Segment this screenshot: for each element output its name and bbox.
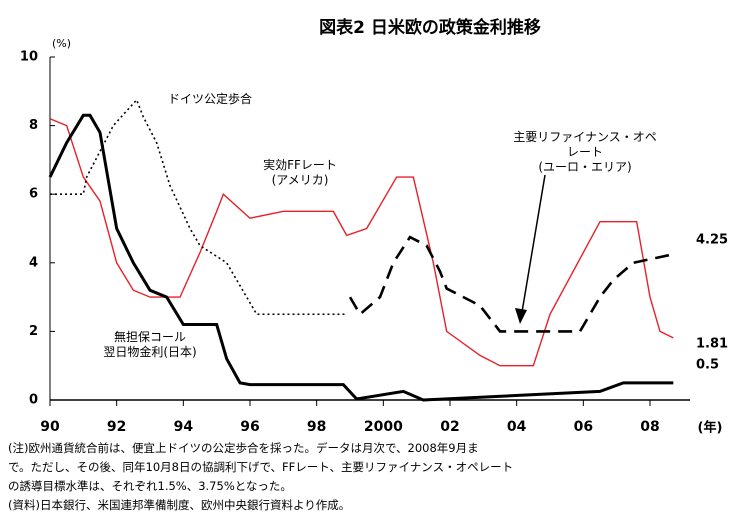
y-tick-label: 2 <box>29 324 38 339</box>
note-line: (資料)日本銀行、米国連邦準備制度、欧州中央銀行資料より作成。 <box>8 498 351 512</box>
arrow-head <box>515 308 527 324</box>
end-value-label: 4.25 <box>696 233 728 248</box>
note-line: (注)欧州通貨統合前は、便宜上ドイツの公定歩合を採った。データは月次で、2008… <box>8 441 479 455</box>
x-tick-label: 94 <box>174 419 194 435</box>
x-tick-label: 2000 <box>364 419 403 435</box>
x-tick-label: 96 <box>240 419 259 435</box>
chart-title: 図表2 日米欧の政策金利推移 <box>319 17 541 38</box>
series-line <box>50 98 347 316</box>
y-tick-label: 0 <box>29 393 38 408</box>
note-line: で。ただし、その後、同年10月8日の協調利下げで、FFレート、主要リファイナンス… <box>8 460 514 474</box>
x-tick-label: 04 <box>507 419 527 435</box>
x-tick-label: 02 <box>440 419 459 435</box>
y-unit: (%) <box>52 37 71 50</box>
y-tick-label: 6 <box>29 187 38 202</box>
y-tick-label: 8 <box>29 118 38 133</box>
note-line: の誘導目標水準は、それぞれ1.5%、3.75%となった。 <box>8 479 292 493</box>
x-tick-label: 08 <box>640 419 659 435</box>
x-tick-label: 06 <box>574 419 593 435</box>
y-tick-label: 4 <box>29 255 38 270</box>
end-value-label: 1.81 <box>696 336 728 351</box>
series-label: 無担保コール 翌日物金利(日本) <box>103 330 197 359</box>
series-line <box>49 118 674 367</box>
x-tick-label: 92 <box>107 419 126 435</box>
series-line <box>48 113 674 402</box>
series-line <box>348 235 674 333</box>
x-tick-label: 90 <box>40 419 60 435</box>
series-label: ドイツ公定歩合 <box>167 92 253 106</box>
end-value-label: 0.5 <box>696 357 719 372</box>
y-tick-label: 10 <box>20 50 38 65</box>
arrow <box>521 174 546 313</box>
series-label: 実効FFレート (アメリカ) <box>263 158 337 187</box>
x-unit: (年) <box>698 420 723 436</box>
x-tick-label: 98 <box>307 419 326 435</box>
series-label: 主要リファイナンス・オペレート (ユーロ・エリア) <box>513 130 657 174</box>
